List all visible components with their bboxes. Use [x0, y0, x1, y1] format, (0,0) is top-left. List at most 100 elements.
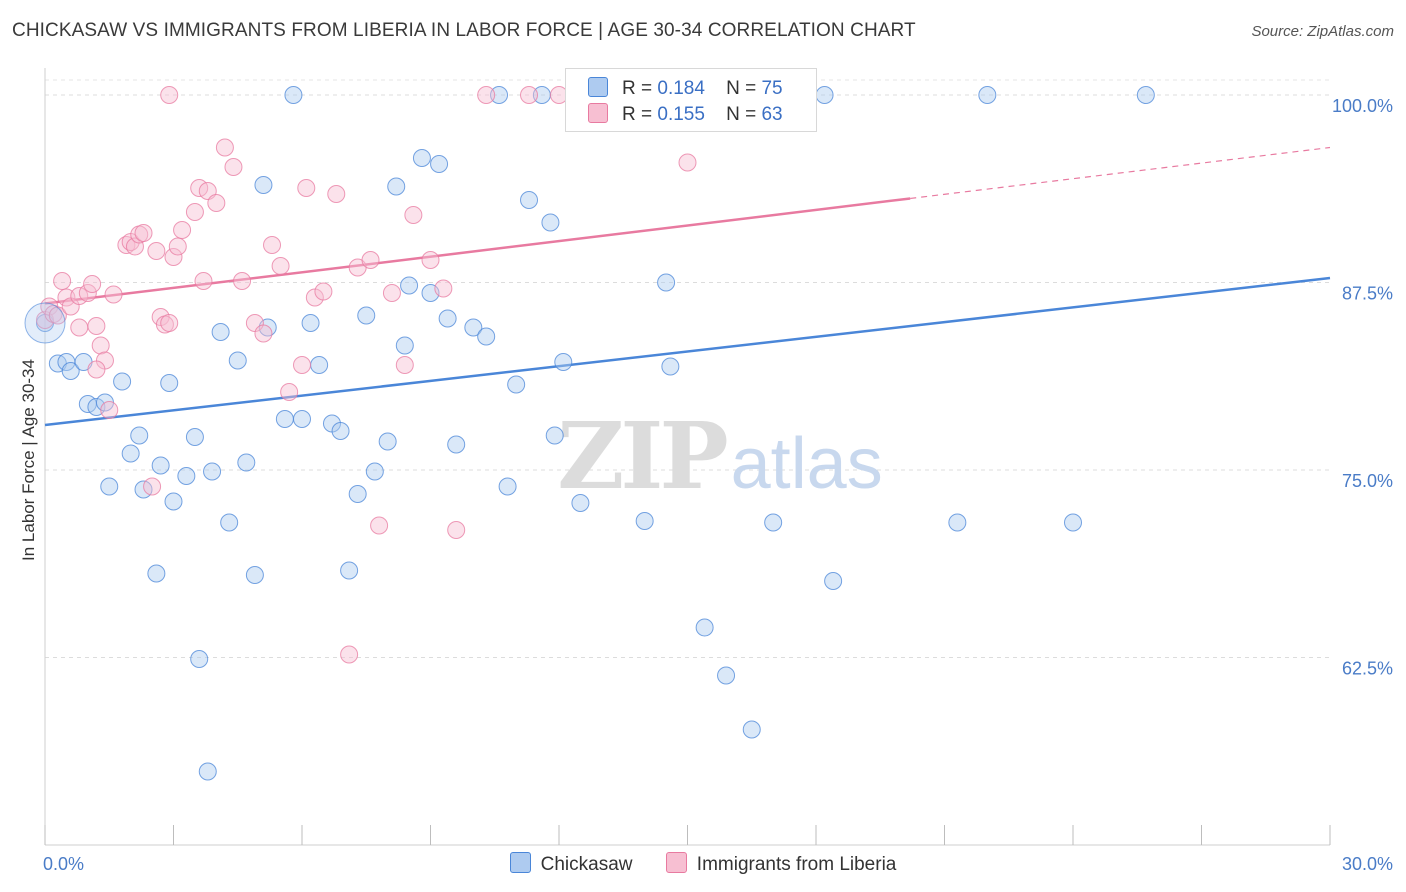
data-point [207, 194, 226, 212]
data-point [293, 410, 311, 428]
data-point [678, 153, 697, 172]
data-point [434, 279, 453, 298]
data-point [695, 618, 714, 637]
r-label: R = [622, 104, 653, 125]
data-point [520, 86, 539, 104]
y-tick-label: 100.0% [1332, 96, 1393, 116]
chickasaw-r-value: 0.184 [657, 78, 705, 99]
y-tick-label: 87.5% [1342, 284, 1393, 304]
data-point [233, 272, 252, 290]
data-point [164, 248, 183, 266]
points-layer [24, 86, 1155, 781]
data-point [421, 251, 440, 269]
chickasaw-legend-swatch [509, 852, 531, 873]
data-point [340, 561, 359, 580]
data-point [378, 432, 397, 451]
data-point [657, 273, 676, 292]
data-point [447, 521, 466, 539]
data-point [160, 86, 179, 104]
axis-layer [44, 68, 1331, 846]
data-point [78, 284, 97, 302]
liberia-legend-label: Immigrants from Liberia [696, 854, 897, 875]
chart-title: CHICKASAW VS IMMIGRANTS FROM LIBERIA IN … [12, 20, 916, 41]
data-point [160, 314, 179, 332]
data-point [395, 336, 414, 355]
data-point [113, 372, 132, 391]
data-point [237, 453, 256, 472]
liberia-legend-swatch [665, 852, 687, 873]
data-point [271, 257, 290, 275]
data-point [824, 572, 843, 590]
data-point [314, 282, 333, 301]
data-point [100, 477, 119, 496]
trend-layer [44, 146, 1331, 427]
data-point [87, 317, 106, 335]
data-point [387, 177, 406, 196]
chickasaw-legend-label: Chickasaw [540, 854, 633, 875]
legend-item-liberia[interactable]: Immigrants from Liberia [665, 852, 897, 876]
y-tick-label: 75.0% [1342, 471, 1393, 491]
data-point [263, 236, 282, 254]
data-point [254, 176, 273, 194]
data-point [61, 362, 80, 380]
data-point [412, 149, 431, 167]
data-point [185, 428, 204, 446]
data-point [310, 356, 329, 374]
data-point [395, 356, 414, 374]
x-tick-label-max: 30.0% [1342, 854, 1393, 874]
data-point [220, 513, 239, 532]
data-point [815, 86, 834, 104]
data-point [53, 272, 72, 290]
data-point [194, 272, 213, 290]
data-point [545, 426, 564, 445]
legend-row-chickasaw: R = 0.184 N = 75 [588, 77, 783, 101]
data-point [477, 86, 496, 104]
data-point [254, 324, 273, 343]
data-point [147, 242, 166, 260]
chickasaw-swatch [588, 77, 608, 97]
chickasaw-n-value: 75 [761, 78, 783, 99]
data-point [121, 444, 140, 463]
watermark: ZIPatlas [557, 402, 882, 510]
data-point [477, 327, 496, 346]
data-point [297, 179, 316, 197]
y-axis-label: In Labor Force | Age 30-34 [19, 359, 38, 561]
data-point [48, 306, 67, 325]
chart-source: Source: ZipAtlas.com [1251, 23, 1394, 40]
data-point [198, 762, 217, 781]
data-point [83, 275, 102, 293]
data-point [447, 435, 466, 454]
data-point [168, 237, 187, 256]
data-point [215, 138, 234, 157]
data-point [203, 462, 222, 481]
data-point [70, 318, 89, 337]
data-point [464, 318, 483, 337]
data-point [91, 336, 110, 355]
data-point [284, 86, 303, 104]
data-point [490, 86, 509, 104]
data-point [361, 251, 380, 269]
label-layer: 62.5% 75.0% 87.5% 100.0% 0.0% 30.0% [43, 96, 1393, 874]
data-point [1136, 86, 1155, 104]
liberia-swatch [588, 103, 608, 123]
series-liberia-points [36, 86, 697, 664]
data-point [331, 422, 350, 440]
data-point [228, 351, 247, 370]
data-point [438, 309, 457, 328]
data-point [147, 564, 166, 583]
data-point [635, 512, 654, 530]
series-chickasaw-points [36, 86, 1155, 781]
data-point [293, 356, 311, 374]
y-tick-label: 62.5% [1342, 659, 1393, 679]
n-label: N = [726, 78, 757, 99]
chickasaw-trend-line [44, 276, 1331, 427]
data-point [520, 191, 539, 209]
data-point [430, 155, 449, 173]
data-point [382, 284, 401, 302]
data-point [280, 383, 299, 401]
data-point [948, 513, 967, 532]
legend-row-liberia: R = 0.155 N = 63 [588, 103, 783, 127]
legend-item-chickasaw[interactable]: Chickasaw [509, 852, 633, 876]
cluster-point [24, 302, 66, 344]
data-point [87, 360, 106, 379]
